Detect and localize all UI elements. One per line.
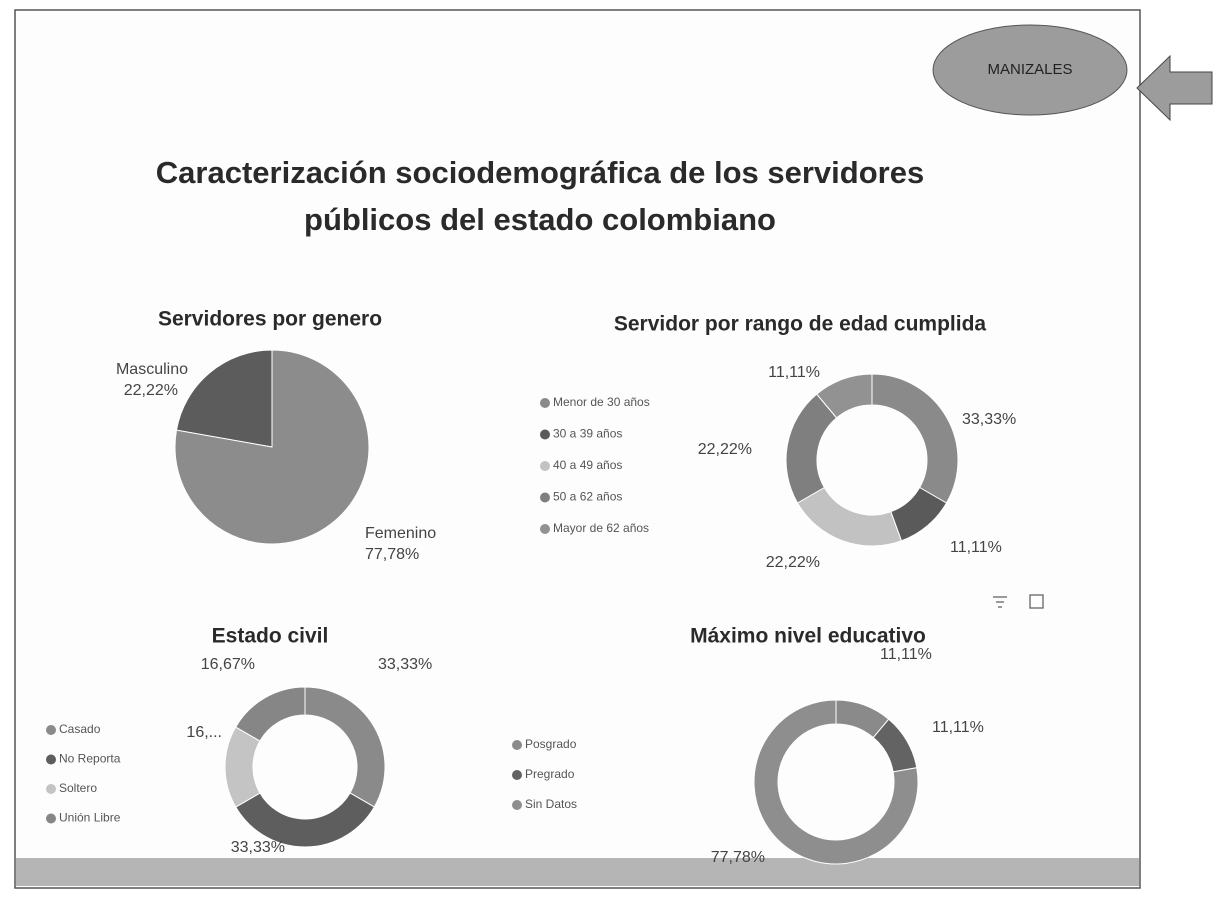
value-label: 22,22% <box>124 382 178 399</box>
value-label: 11,11% <box>880 646 932 663</box>
arrow <box>1136 54 1213 122</box>
category-label: Masculino <box>116 361 188 378</box>
chart-title: Máximo nivel educativo <box>690 625 926 648</box>
legend-label: Casado <box>59 722 101 736</box>
chart-title: Servidores por genero <box>158 308 382 331</box>
chart-title: Estado civil <box>212 625 329 648</box>
value-label: 22,22% <box>766 554 820 571</box>
legend-label: Soltero <box>59 781 97 795</box>
slice <box>816 373 873 419</box>
legend-label: Menor de 30 años <box>553 395 650 409</box>
value-label: 33,33% <box>378 656 432 673</box>
legend-label: Sin Datos <box>525 797 577 811</box>
value-label: 11,11% <box>950 539 1002 556</box>
title: públicos del estado colombiano <box>304 202 776 237</box>
slice <box>175 349 273 448</box>
badge-text: MANIZALES <box>987 61 1072 78</box>
value-label: 16,67% <box>201 656 255 673</box>
chart-title: Servidor por rango de edad cumplida <box>614 313 987 336</box>
value-label: 11,11% <box>768 364 820 381</box>
category-label: Femenino <box>365 525 436 542</box>
legend-swatch <box>540 429 550 440</box>
legend-swatch <box>540 524 550 534</box>
legend-swatch <box>46 813 56 824</box>
legend-label: Pregrado <box>525 767 575 781</box>
legend-swatch <box>540 492 550 503</box>
legend-label: Posgrado <box>525 737 577 751</box>
footer-bar <box>16 858 1139 886</box>
legend-label: 50 a 62 años <box>553 490 622 504</box>
slice <box>174 349 370 545</box>
value-label: 11,11% <box>932 719 984 736</box>
value-label: 33,33% <box>231 839 285 856</box>
value-label: 77,78% <box>711 849 765 866</box>
legend-swatch <box>540 461 550 471</box>
legend-swatch <box>512 740 522 750</box>
legend-swatch <box>46 784 56 794</box>
legend-label: 30 a 39 años <box>553 427 622 441</box>
badge <box>932 24 1128 116</box>
value-label: 77,78% <box>365 546 419 563</box>
legend-label: No Reporta <box>59 752 121 766</box>
toolbar-icons <box>993 594 1044 609</box>
slice <box>235 686 306 742</box>
slice <box>871 373 959 504</box>
value-label: 33,33% <box>962 411 1016 428</box>
value-label: 22,22% <box>698 441 752 458</box>
legend-label: Unión Libre <box>59 811 121 825</box>
legend-label: Mayor de 62 años <box>553 521 649 535</box>
legend-swatch <box>46 754 56 765</box>
legend-swatch <box>540 398 550 408</box>
legend-swatch <box>512 770 522 780</box>
legend-label: 40 a 49 años <box>553 458 622 472</box>
legend-swatch <box>512 800 522 810</box>
legend-swatch <box>46 725 56 735</box>
title: Caracterización sociodemográfica de los … <box>156 155 924 190</box>
value-label: 16,... <box>186 724 222 741</box>
slice <box>753 699 919 865</box>
